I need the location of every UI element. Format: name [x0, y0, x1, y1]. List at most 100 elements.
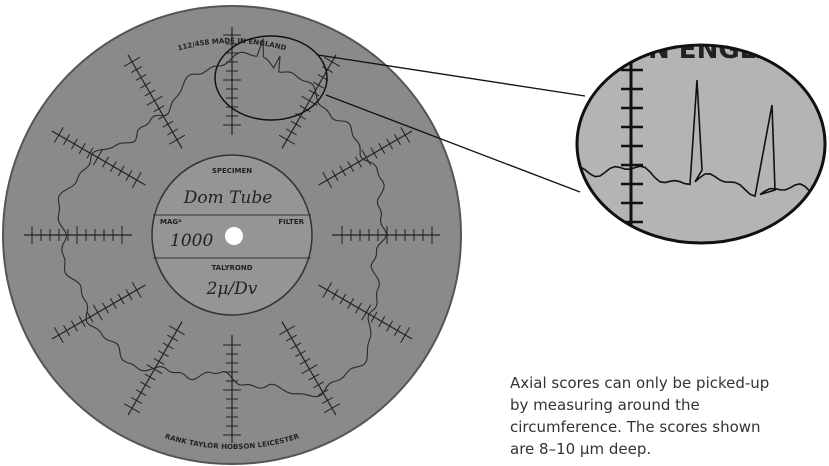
scale-tick — [162, 120, 174, 128]
scale-tick — [290, 120, 302, 128]
highlight-ellipse — [214, 35, 328, 121]
scale-tick — [313, 81, 324, 89]
scale-line — [281, 54, 337, 149]
talyrond-label: TALYROND — [211, 264, 252, 272]
scale-tick — [339, 165, 347, 177]
scale-tick — [322, 396, 333, 404]
scale-tick — [370, 147, 378, 159]
caption: Axial scores can only be picked-up by mea… — [510, 374, 769, 458]
scale-tick — [102, 302, 109, 314]
scale-line — [51, 284, 146, 340]
scale-line — [318, 284, 413, 340]
scale-tick — [125, 289, 133, 300]
scale-tick — [331, 170, 339, 181]
scale-tick — [109, 161, 117, 172]
scale-tick — [135, 73, 147, 81]
scale-tick — [322, 171, 333, 189]
scale-tick — [117, 293, 125, 305]
scale-tick — [131, 66, 142, 74]
scale-tick — [53, 326, 64, 344]
scale-tick — [125, 170, 133, 181]
scale-tick — [323, 403, 341, 414]
zoom-bg — [577, 45, 825, 243]
scale-tick — [168, 134, 186, 145]
scale-tick — [123, 403, 141, 414]
scale-tick — [323, 56, 341, 67]
connector — [325, 94, 581, 193]
scale-tick — [386, 320, 394, 332]
scale-tick — [355, 302, 362, 314]
scale-tick — [70, 138, 78, 150]
scale-tick — [86, 147, 94, 159]
scale-tick — [123, 56, 141, 67]
scale-tick — [146, 364, 163, 375]
scale-tick — [308, 89, 320, 97]
scale-tick — [167, 334, 178, 342]
caption-line: are 8–10 μm deep. — [510, 440, 651, 458]
scale-tick — [153, 105, 165, 112]
scale-tick — [299, 105, 311, 112]
scale-tick — [278, 134, 296, 145]
scale-tick — [339, 293, 347, 305]
scale-tick — [140, 81, 151, 89]
scale-tick — [86, 311, 94, 323]
specimen-label: SPECIMEN — [212, 167, 252, 175]
scale-tick — [102, 156, 109, 168]
scale-tick — [131, 171, 142, 189]
scale-tick — [308, 373, 320, 381]
scale-tick — [393, 325, 401, 336]
scale-tick — [295, 350, 306, 358]
specimen-value: Dom Tube — [183, 188, 273, 208]
scale-tick — [400, 126, 411, 144]
scale-tick — [322, 281, 333, 299]
scale-tick — [146, 95, 163, 106]
caption-line: by measuring around the — [510, 396, 700, 414]
scale-tick — [301, 364, 318, 375]
scale-tick — [299, 358, 311, 365]
scale-tick — [313, 381, 324, 389]
scale-tick — [153, 358, 165, 365]
scale-tick — [322, 66, 333, 74]
scale-tick — [361, 304, 372, 321]
scale-tick — [295, 112, 306, 120]
scale-tick — [290, 342, 302, 350]
scale-tick — [70, 320, 78, 332]
scale-tick — [131, 396, 142, 404]
scale-tick — [78, 316, 86, 327]
zoom-border — [575, 43, 827, 245]
scale-tick — [140, 381, 151, 389]
zoom-trace — [577, 79, 825, 200]
scale-tick — [92, 304, 103, 321]
scale-tick — [78, 143, 86, 154]
scale-tick — [63, 325, 71, 336]
scale-tick — [278, 325, 296, 336]
scale-tick — [286, 334, 297, 342]
scale-tick — [370, 311, 378, 323]
zoom-scale — [621, 62, 643, 240]
caption-line: Axial scores can only be picked-up — [510, 374, 769, 392]
scale-tick — [144, 89, 156, 97]
scale-tick — [131, 281, 142, 299]
scale-tick — [286, 128, 297, 136]
scale-tick — [109, 298, 117, 309]
scale-line — [281, 321, 337, 416]
scale-tick — [63, 134, 71, 145]
scale-tick — [53, 126, 64, 144]
scale-tick — [347, 298, 355, 309]
scale-tick — [400, 326, 411, 344]
scale-line — [51, 130, 146, 186]
scale-tick — [117, 165, 125, 177]
talyrond-value: 2μ/Dv — [206, 279, 258, 299]
scale-tick — [162, 342, 174, 350]
center-hole — [225, 227, 243, 245]
trace — [57, 38, 387, 398]
scale-line — [127, 54, 183, 149]
filter-label: FILTER — [278, 218, 304, 226]
caption-line: circumference. The scores shown — [510, 418, 761, 436]
zoom-view: N ENGLAND — [577, 45, 825, 243]
scale-tick — [167, 128, 178, 136]
scale-tick — [378, 143, 386, 154]
scale-tick — [386, 138, 394, 150]
scale-tick — [393, 134, 401, 145]
connector — [317, 54, 586, 97]
